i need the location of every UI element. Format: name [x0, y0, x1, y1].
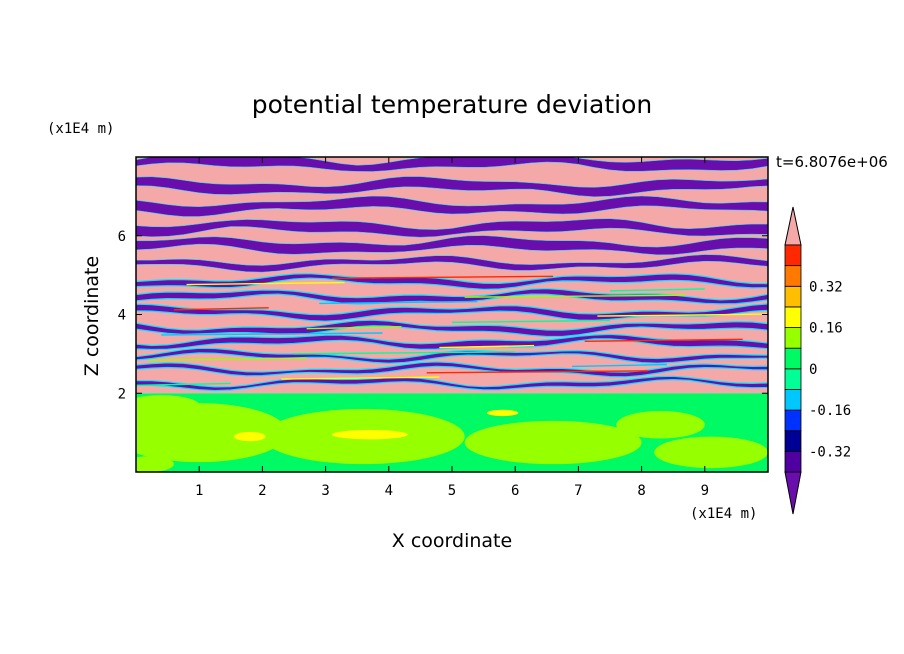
warm-patch — [616, 410, 705, 439]
x-tick-label: 4 — [385, 483, 393, 499]
x-tick-label: 1 — [195, 483, 203, 499]
streak-line — [161, 332, 383, 336]
streak-line — [136, 382, 231, 387]
colorbar-tick-label: -0.32 — [809, 444, 851, 460]
temperature-band — [136, 273, 768, 290]
temperature-band — [136, 347, 768, 364]
time-label: t=6.8076e+06 — [776, 153, 888, 171]
temperature-band — [136, 288, 768, 305]
streak-line — [306, 326, 402, 330]
colorbar-tick-label: 0.16 — [809, 321, 843, 337]
colorbar-segment — [784, 347, 802, 370]
colorbar-tick-label: 0.32 — [809, 279, 843, 295]
colorbar-segment — [784, 389, 802, 411]
streak-line — [609, 288, 705, 292]
y-axis-ticks: 2 4 6 — [118, 229, 768, 402]
warm-patch — [136, 403, 288, 463]
temperature-band — [136, 254, 768, 273]
heatmap-field — [136, 157, 768, 472]
temperature-band — [136, 157, 768, 172]
streak-line — [173, 307, 269, 311]
x-tick-label: 8 — [637, 483, 645, 499]
x-tick-label: 3 — [321, 483, 329, 499]
warm-patch — [464, 420, 642, 465]
temperature-band — [136, 375, 768, 392]
x-axis-ticks: 1 2 3 4 5 6 7 8 9 — [195, 157, 709, 499]
y-tick-label: 4 — [118, 308, 126, 324]
colorbar-segment — [784, 409, 802, 432]
colorbar-segment — [784, 306, 802, 328]
x-axis-label: X coordinate — [392, 530, 512, 552]
x-tick-label: 7 — [574, 483, 582, 499]
x-tick-label: 2 — [258, 483, 266, 499]
streak-line — [331, 275, 554, 279]
streak-line — [148, 357, 307, 361]
y-tick-label: 6 — [118, 229, 126, 245]
x-unit-label: (x1E4 m) — [690, 506, 757, 522]
streak-line — [319, 300, 478, 305]
hot-patch — [331, 429, 408, 440]
streak-line — [451, 319, 611, 324]
x-tick-label: 5 — [448, 483, 456, 499]
streak-line — [439, 344, 535, 349]
temperature-band — [136, 361, 768, 378]
streak-line — [281, 376, 440, 380]
colorbar-segment — [784, 430, 802, 452]
temperature-band — [136, 235, 768, 256]
warm-patch — [136, 395, 200, 415]
colorbar-tick-label: -0.16 — [809, 403, 851, 419]
temperature-band — [136, 195, 768, 217]
hot-patch — [486, 409, 519, 417]
colorbar-min-triangle — [784, 471, 802, 515]
warm-patch — [654, 436, 768, 469]
streak-line — [464, 294, 686, 298]
y-axis-label: Z coordinate — [81, 256, 103, 376]
colorbar-segment — [784, 265, 802, 287]
temperature-band — [136, 333, 768, 351]
y-tick-label: 2 — [118, 386, 126, 402]
colorbar-segment — [784, 327, 802, 349]
colorbar-segment — [784, 285, 802, 308]
temperature-band — [136, 176, 768, 197]
colorbar-max-triangle — [784, 206, 802, 246]
warm-patch — [136, 456, 174, 472]
streak-line — [572, 363, 667, 368]
colorbar-segment — [784, 244, 802, 267]
colorbar-tick-label: 0 — [809, 362, 817, 378]
streak-line — [584, 338, 743, 342]
temperature-band — [136, 218, 768, 238]
temperature-band — [136, 319, 768, 338]
hot-patch — [233, 431, 266, 442]
chart-title: potential temperature deviation — [252, 90, 652, 119]
colorbar: 0.32 0.16 0 -0.16 -0.32 — [784, 206, 851, 515]
colorbar-segment — [784, 450, 802, 473]
streak-line — [426, 370, 648, 374]
streak-line — [597, 313, 768, 317]
y-unit-label: (x1E4 m) — [47, 121, 114, 137]
x-tick-label: 9 — [701, 483, 709, 499]
streak-line — [293, 351, 516, 355]
x-tick-label: 6 — [511, 483, 519, 499]
temperature-band — [136, 303, 768, 322]
colorbar-segment — [784, 368, 802, 390]
streak-line — [186, 281, 345, 286]
